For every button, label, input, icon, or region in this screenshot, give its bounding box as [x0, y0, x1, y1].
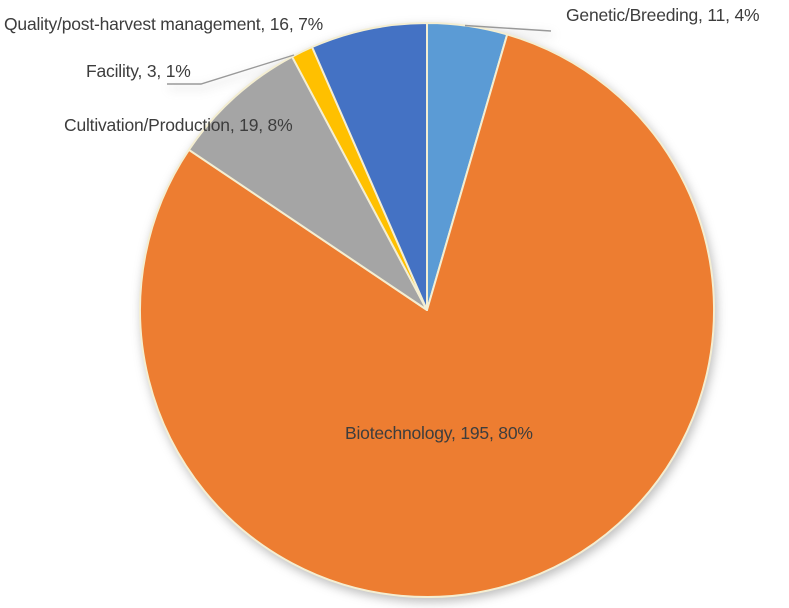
data-label-quality-post-harvest-management: Quality/post-harvest management, 16, 7% [4, 14, 324, 34]
leader-line-genetic-breeding [464, 24, 552, 32]
data-label-genetic-breeding: Genetic/Breeding, 11, 4% [566, 5, 760, 25]
pie-slice-quality-post-harvest-management [311, 22, 428, 311]
data-label-facility: Facility, 3, 1% [86, 61, 191, 81]
leader-line-facility [167, 54, 295, 85]
pie-slice-biotechnology [139, 33, 715, 598]
data-label-biotechnology: Biotechnology, 195, 80% [345, 423, 533, 443]
pie-slice-cultivation-production [187, 55, 428, 311]
data-label-cultivation-production: Cultivation/Production, 19, 8% [64, 115, 293, 135]
